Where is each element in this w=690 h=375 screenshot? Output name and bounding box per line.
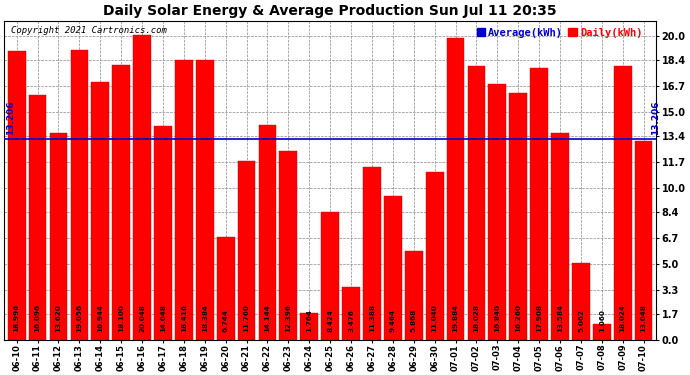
Bar [384,196,402,340]
Text: 12.396: 12.396 [286,304,291,332]
Bar [593,324,611,340]
Bar [29,95,46,340]
Text: 1.060: 1.060 [599,309,605,332]
Title: Daily Solar Energy & Average Production Sun Jul 11 20:35: Daily Solar Energy & Average Production … [104,4,557,18]
Text: 13.620: 13.620 [55,304,61,332]
Text: 6.744: 6.744 [223,309,228,332]
Bar [175,60,193,340]
Text: 16.096: 16.096 [34,304,41,332]
Bar [322,212,339,340]
Legend: Average(kWh), Daily(kWh): Average(kWh), Daily(kWh) [475,26,644,40]
Bar [489,84,506,340]
Text: 8.424: 8.424 [327,309,333,332]
Bar [635,141,653,340]
Bar [509,93,527,340]
Bar [426,172,444,340]
Bar [8,51,26,340]
Text: 11.040: 11.040 [432,304,437,332]
Bar [70,50,88,340]
Bar [530,68,548,340]
Bar [551,134,569,340]
Text: 18.996: 18.996 [14,304,20,332]
Text: 5.062: 5.062 [578,309,584,332]
Bar [279,152,297,340]
Text: 16.944: 16.944 [97,304,104,332]
Bar [363,167,381,340]
Text: 18.028: 18.028 [473,304,480,332]
Bar [342,287,360,340]
Bar [112,65,130,340]
Bar [133,35,151,340]
Bar [446,38,464,340]
Text: 18.100: 18.100 [118,304,124,332]
Text: 3.476: 3.476 [348,309,354,332]
Text: 11.388: 11.388 [369,304,375,332]
Bar [50,133,68,340]
Bar [614,66,631,340]
Text: 13.048: 13.048 [640,304,647,332]
Text: 13.206: 13.206 [651,101,660,135]
Text: 13.584: 13.584 [557,304,563,332]
Bar [572,263,590,340]
Bar [405,251,423,340]
Text: 16.260: 16.260 [515,304,521,332]
Text: 18.384: 18.384 [201,304,208,332]
Bar [468,66,485,340]
Text: 20.048: 20.048 [139,304,145,332]
Text: 9.464: 9.464 [390,309,396,332]
Text: 18.024: 18.024 [620,304,626,332]
Text: 17.908: 17.908 [536,304,542,332]
Bar [300,313,318,340]
Bar [237,161,255,340]
Text: 5.868: 5.868 [411,309,417,332]
Text: 14.144: 14.144 [264,304,270,332]
Text: 14.048: 14.048 [160,304,166,332]
Text: 19.884: 19.884 [453,304,459,332]
Bar [259,125,277,340]
Bar [196,60,214,340]
Text: 16.840: 16.840 [494,304,500,332]
Text: Copyright 2021 Cartronics.com: Copyright 2021 Cartronics.com [10,26,166,34]
Text: 11.760: 11.760 [244,304,250,332]
Text: 1.764: 1.764 [306,309,313,332]
Text: 18.416: 18.416 [181,304,187,332]
Bar [91,82,109,340]
Text: 19.056: 19.056 [77,304,82,332]
Bar [217,237,235,340]
Bar [154,126,172,340]
Text: 13.206: 13.206 [6,101,15,135]
